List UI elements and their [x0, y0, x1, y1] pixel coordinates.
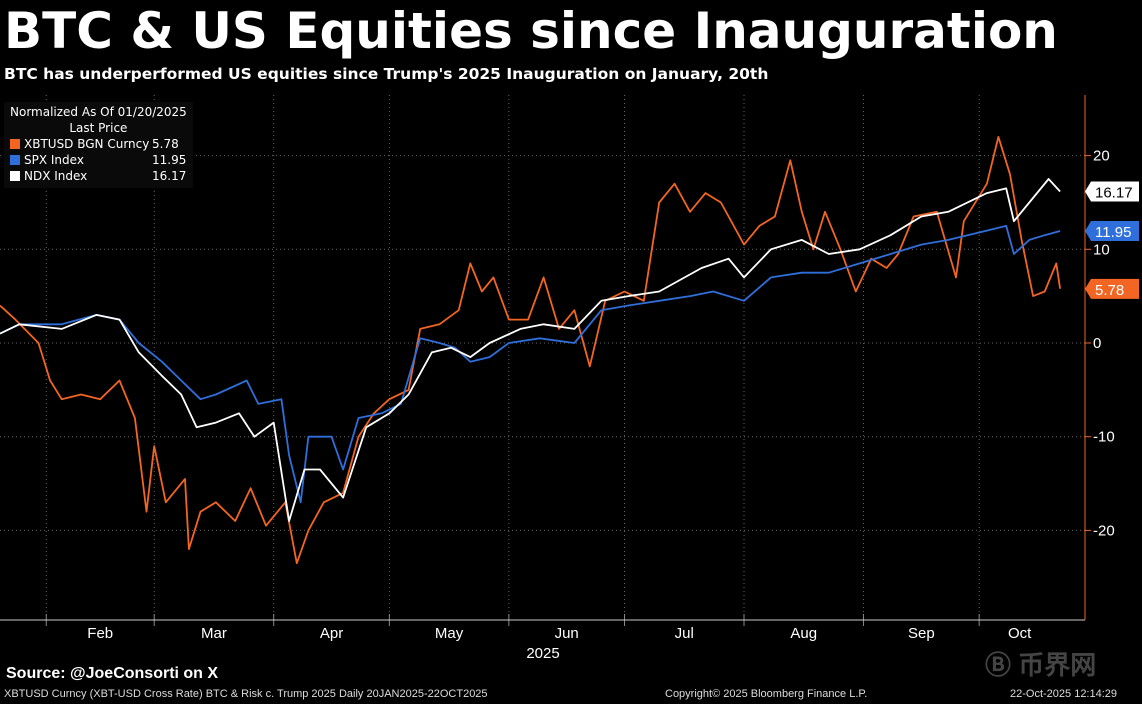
legend-last-value: 5.78 — [152, 137, 179, 151]
legend-item: SPX Index 11.95 — [10, 152, 187, 168]
x-tick-label: Jul — [675, 625, 694, 642]
x-tick-label: Apr — [320, 625, 343, 642]
y-tick-label: 10 — [1093, 241, 1110, 258]
x-tick-label: Feb — [87, 625, 113, 642]
last-value-marker — [1085, 221, 1139, 242]
x-tick-label: Mar — [201, 625, 227, 642]
legend: Normalized As Of 01/20/2025 Last Price X… — [4, 102, 193, 188]
footer-timestamp: 22-Oct-2025 12:14:29 — [1010, 688, 1118, 700]
x-tick-label: Jun — [555, 625, 579, 642]
watermark-logo: Ⓑ 币界网 — [985, 650, 1097, 680]
y-tick-label: 0 — [1093, 335, 1101, 352]
y-tick-label: -10 — [1093, 429, 1115, 446]
series-line-ndx — [0, 178, 1061, 522]
last-value-marker — [1085, 278, 1139, 299]
last-value-label: 16.17 — [1095, 184, 1133, 201]
legend-series-name: NDX Index — [24, 169, 88, 183]
footer-copyright: Copyright© 2025 Bloomberg Finance L.P. — [665, 688, 868, 700]
series-line-xbtusd — [0, 135, 1061, 565]
legend-item: NDX Index 16.17 — [10, 168, 187, 184]
source-note: Source: @JoeConsorti on X — [6, 665, 219, 682]
footer-description: XBTUSD Curncy (XBT-USD Cross Rate) BTC &… — [4, 688, 488, 700]
x-tick-label: Oct — [1008, 625, 1032, 642]
legend-header: Normalized As Of 01/20/2025 — [10, 105, 187, 119]
x-axis-label: 2025 — [526, 645, 559, 662]
legend-swatch — [10, 155, 20, 165]
legend-last-value: 11.95 — [152, 153, 187, 167]
legend-last-value: 16.17 — [152, 169, 187, 183]
chart-subtitle: BTC has underperformed US equities since… — [4, 65, 769, 83]
legend-subheader: Last Price — [69, 121, 128, 135]
x-tick-label: Sep — [908, 625, 935, 642]
x-tick-label: Aug — [790, 625, 817, 642]
last-value-marker — [1085, 181, 1139, 202]
legend-item: XBTUSD BGN Curncy 5.78 — [10, 136, 187, 152]
x-tick-label: May — [435, 625, 464, 642]
y-tick-label: -20 — [1093, 522, 1115, 539]
chart-title: BTC & US Equities since Inauguration — [4, 2, 1058, 60]
last-value-label: 5.78 — [1095, 282, 1124, 299]
last-value-label: 11.95 — [1095, 224, 1131, 241]
y-tick-label: 20 — [1093, 148, 1110, 165]
legend-swatch — [10, 139, 20, 149]
series-line-spx — [0, 224, 1061, 504]
legend-series-name: XBTUSD BGN Curncy — [24, 137, 150, 151]
legend-series-name: SPX Index — [24, 153, 84, 167]
legend-swatch — [10, 171, 20, 181]
